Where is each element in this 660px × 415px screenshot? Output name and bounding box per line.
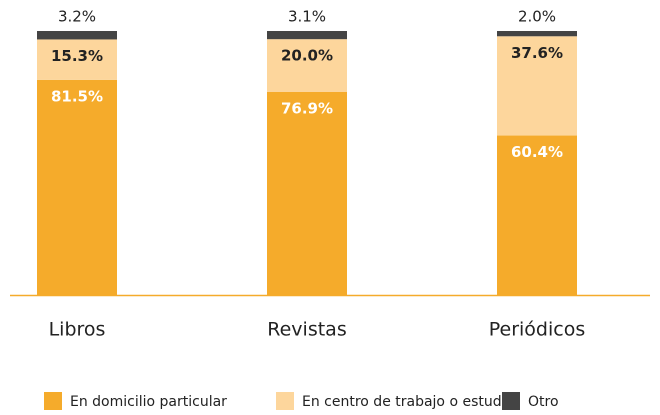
bar-segment xyxy=(497,36,577,136)
data-label: 3.2% xyxy=(58,8,96,26)
x-tick-label: Revistas xyxy=(267,319,346,341)
bar-segment xyxy=(37,31,117,40)
legend-label: En centro de trabajo o estudio xyxy=(302,394,514,410)
data-label: 15.3% xyxy=(51,47,103,65)
data-label: 81.5% xyxy=(51,87,103,105)
data-label: 2.0% xyxy=(518,8,556,26)
data-label: 60.4% xyxy=(511,143,563,161)
bar-segment xyxy=(37,79,117,295)
data-label: 3.1% xyxy=(288,8,326,26)
legend-swatch xyxy=(276,392,294,410)
legend-swatch xyxy=(44,392,62,410)
data-label: 37.6% xyxy=(511,44,563,62)
x-tick-label: Periódicos xyxy=(489,319,586,341)
legend-label: En domicilio particular xyxy=(70,394,227,410)
bar-segment xyxy=(267,31,347,40)
data-label: 76.9% xyxy=(281,99,333,117)
legend-swatch xyxy=(502,392,520,410)
data-label: 20.0% xyxy=(281,47,333,65)
bar-segment xyxy=(267,91,347,295)
bar-segment xyxy=(497,135,577,295)
bar-segment xyxy=(267,39,347,92)
x-tick-label: Libros xyxy=(49,319,106,341)
bar-segment xyxy=(37,39,117,80)
bar-segment xyxy=(497,31,577,37)
legend-label: Otro xyxy=(528,394,559,410)
